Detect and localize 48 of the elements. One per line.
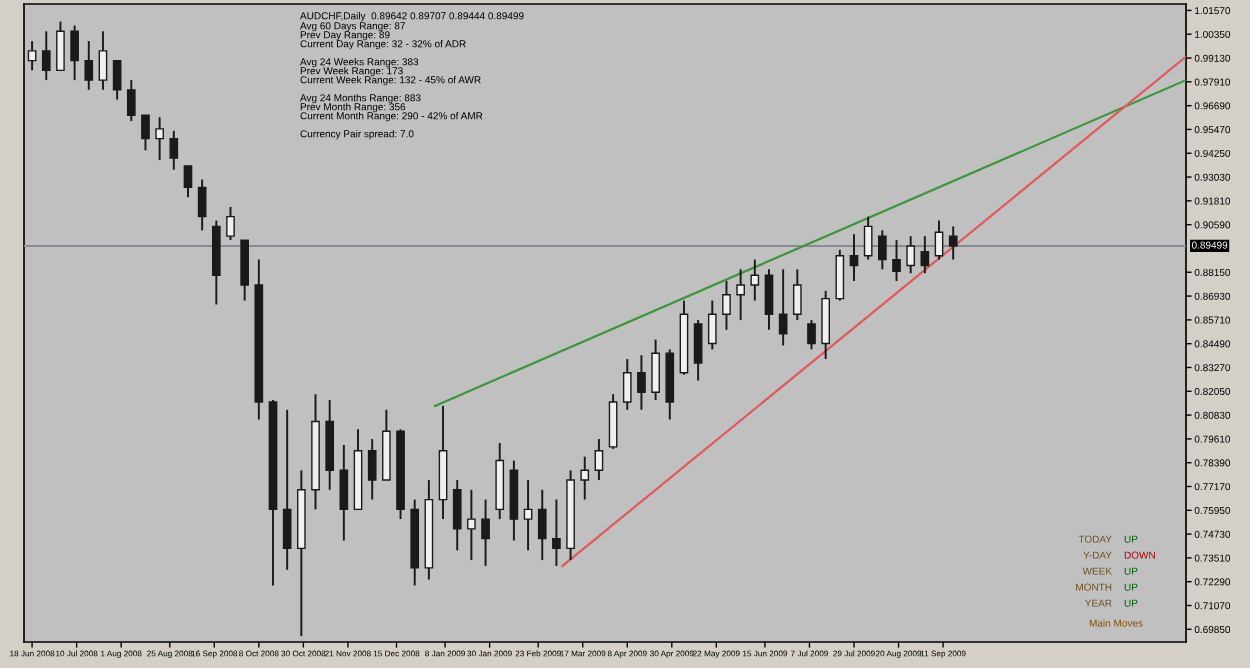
candlestick [126, 79, 136, 123]
candlestick [523, 479, 533, 552]
candlestick [27, 40, 37, 72]
candlestick [722, 280, 731, 331]
candlestick [622, 358, 632, 411]
candlestick [240, 239, 249, 302]
candlestick [906, 235, 916, 275]
candlestick [537, 488, 547, 562]
candlestick [112, 59, 122, 101]
candlestick [580, 455, 590, 501]
candlestick [594, 438, 604, 482]
candlestick [934, 219, 944, 261]
candlestick [141, 114, 150, 152]
candlestick [84, 40, 94, 91]
candlestick [878, 229, 887, 271]
candlestick [637, 354, 646, 411]
candlestick [552, 498, 561, 567]
candlestick [849, 233, 859, 283]
candlestick [41, 30, 51, 82]
candlestick [892, 239, 901, 283]
candlestick [481, 498, 490, 567]
candlestick [792, 268, 802, 322]
candlestick [807, 319, 816, 351]
candlestick [948, 225, 958, 261]
candlestick [56, 20, 65, 72]
candlestick [155, 116, 164, 162]
candlestick [339, 443, 349, 542]
candlestick [736, 268, 745, 322]
candlestick [750, 258, 760, 302]
candlestick [835, 248, 845, 302]
candlestick [197, 178, 207, 232]
candlestick [821, 289, 830, 361]
candlestick [863, 215, 873, 261]
candlestick [70, 24, 79, 82]
candlestick [920, 235, 930, 275]
candlestick [608, 393, 618, 450]
candlestick [282, 408, 292, 571]
candlestick [183, 164, 193, 199]
candlestick [764, 268, 774, 331]
candlestick [452, 479, 462, 552]
candlestick [651, 338, 660, 402]
candlestick [367, 438, 377, 501]
candlestick [226, 205, 235, 242]
candlestick [467, 488, 476, 562]
candlestick [693, 319, 703, 382]
candlestick [707, 299, 717, 351]
candlestick [169, 129, 179, 171]
candlestick [98, 30, 108, 91]
